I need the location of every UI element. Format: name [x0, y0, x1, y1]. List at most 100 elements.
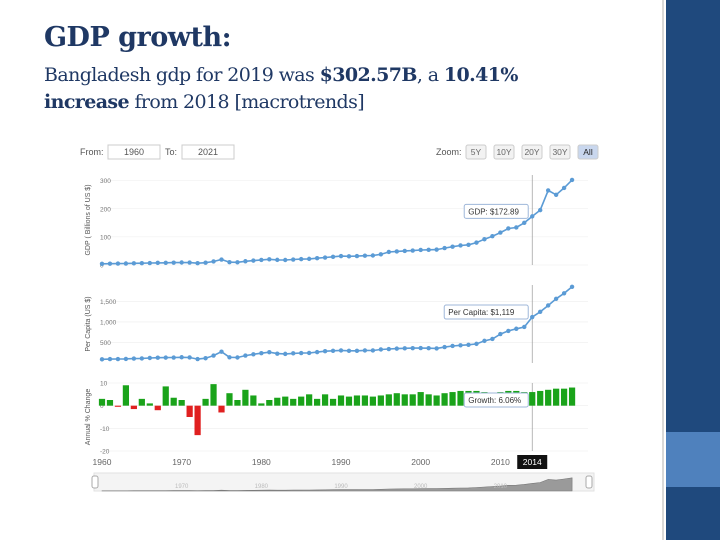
tooltip-box — [463, 392, 529, 408]
y-tick-label: 0 — [100, 263, 104, 270]
data-point — [482, 338, 487, 344]
annual-change-panel: Annual % Change 10 0 -10 -20 Growth: 6.06% — [85, 381, 588, 456]
x-tick-label: 1980 — [252, 457, 271, 467]
data-point — [243, 259, 248, 264]
slide-title: GDP growth: — [44, 22, 232, 53]
navigator-tick-label: 2000 — [414, 484, 428, 490]
y-tick-label: 100 — [100, 234, 111, 241]
data-point — [338, 348, 344, 353]
data-point — [283, 351, 288, 357]
data-point — [227, 355, 232, 360]
navigator-handle-left[interactable] — [91, 475, 99, 489]
zoom-button-20y[interactable] — [521, 144, 543, 160]
data-point — [187, 260, 192, 265]
y-axis-label: Per Capita (US $) — [85, 296, 92, 351]
tooltip-text: GDP: $172.89 — [468, 207, 519, 216]
data-point — [330, 254, 336, 259]
data-point — [458, 243, 463, 248]
bar — [258, 403, 265, 406]
data-point — [482, 237, 487, 242]
data-point — [354, 253, 360, 259]
bar — [393, 393, 400, 406]
data-point — [107, 261, 113, 266]
bar — [146, 403, 153, 406]
data-point — [490, 336, 495, 342]
data-point — [410, 248, 415, 253]
data-point — [131, 356, 137, 361]
navigator-tick-label: 1990 — [334, 484, 348, 490]
data-point — [514, 225, 519, 230]
data-point — [553, 296, 559, 301]
slide-subtitle: Bangladesh gdp for 2019 was $302.57B, a … — [44, 62, 518, 116]
data-point — [195, 261, 200, 266]
bar — [545, 389, 552, 406]
data-point — [490, 233, 495, 239]
bar — [449, 392, 456, 406]
bar — [441, 393, 448, 406]
zoom-option-label: 10Y — [496, 147, 511, 157]
navigator-area — [101, 477, 573, 492]
zoom-button-5y[interactable] — [465, 144, 487, 160]
bar — [98, 398, 106, 406]
navigator-handle-right[interactable] — [585, 475, 593, 489]
data-point — [171, 355, 176, 360]
zoom-button-all[interactable] — [577, 144, 599, 160]
to-input[interactable] — [181, 144, 235, 160]
per-capita-panel: Per Capita (US $) 500 1,000 1,500 Per Capita… — [85, 284, 588, 363]
navigator[interactable]: 1970 1980 1990 2000 2010 — [91, 472, 595, 492]
tooltip-text: Per Capita: $1,119 — [448, 308, 515, 317]
zoom-button-10y[interactable] — [493, 144, 515, 160]
bar — [361, 395, 369, 406]
y-tick-label: 1,500 — [100, 299, 117, 306]
data-point — [227, 259, 232, 265]
data-point — [147, 260, 153, 266]
bar — [202, 398, 209, 406]
data-point — [275, 257, 280, 263]
bar — [266, 400, 273, 406]
data-point — [306, 350, 312, 356]
data-point — [553, 192, 559, 197]
navigator-tick-label: 2010 — [494, 484, 508, 490]
data-point — [243, 353, 248, 358]
zoom-button-30y[interactable] — [549, 144, 571, 160]
data-point — [474, 240, 479, 245]
data-point — [259, 257, 264, 263]
bar — [186, 405, 193, 417]
zoom-buttons: 5Y 10Y 20Y 30Y All — [465, 144, 599, 160]
bar — [242, 389, 249, 406]
data-point — [498, 230, 503, 235]
from-input[interactable] — [107, 144, 161, 160]
data-point — [506, 226, 511, 231]
data-point — [235, 260, 240, 265]
data-point — [115, 261, 121, 266]
data-point — [219, 349, 224, 354]
data-point — [402, 346, 407, 351]
data-point — [155, 260, 160, 266]
slide-divider — [662, 0, 664, 540]
bar — [210, 384, 217, 406]
bar — [162, 386, 169, 406]
data-point — [338, 253, 344, 259]
bar — [529, 392, 536, 406]
data-point — [561, 185, 567, 191]
zoom-option-label: All — [583, 147, 593, 157]
x-highlight-label: 2014 — [523, 457, 542, 467]
y-axis-label: Annual % Change — [85, 389, 92, 446]
bar — [178, 400, 185, 406]
bar — [306, 394, 313, 406]
bar — [122, 385, 130, 406]
data-point — [203, 356, 208, 361]
y-tick-label: -10 — [100, 426, 110, 433]
data-point — [259, 350, 264, 356]
bar — [154, 405, 161, 411]
data-point — [211, 259, 216, 264]
x-axis: 1960 1970 1980 1990 2000 2010 2014 — [93, 455, 548, 469]
data-point — [346, 348, 352, 354]
x-tick-label: 1990 — [332, 457, 351, 467]
bar — [290, 398, 297, 406]
tooltip-box — [443, 304, 529, 320]
data-point — [123, 356, 129, 362]
data-point — [522, 220, 527, 226]
bar — [409, 394, 416, 406]
data-point — [386, 249, 392, 255]
